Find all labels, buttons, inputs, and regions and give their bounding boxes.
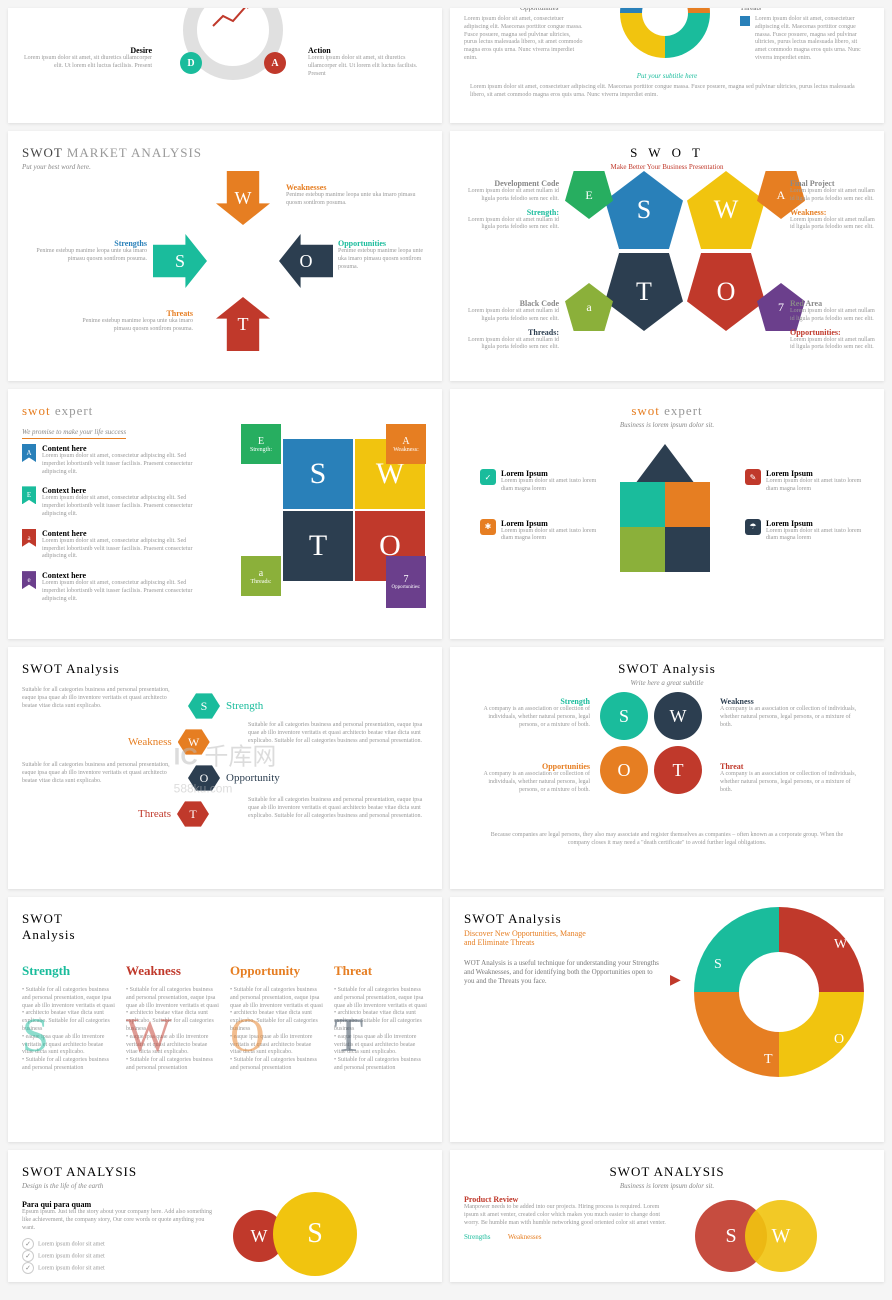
subtitle: Business is lorem ipsum dolor sit. — [464, 421, 870, 429]
title: SWOT ANALYSIS — [22, 1164, 428, 1180]
swot-columns: StrengthS WeaknessW OpportunityO ThreatT — [22, 963, 428, 979]
slide-grid: Desire Lorem ipsum dolor sit amet, sit d… — [8, 8, 884, 1282]
slide-hex: SWOT Analysis SStrength WeaknessW OOppor… — [8, 647, 442, 889]
swirl-chart: S W O T — [694, 907, 864, 1077]
w-arrow: W — [216, 171, 270, 225]
circle-grid: SW OT — [600, 692, 702, 794]
desire-label: Desire — [22, 46, 152, 55]
slide-venn-left: SWOT ANALYSIS Design is the life of the … — [8, 1150, 442, 1282]
opp-text: Lorem ipsum dolor sit amet, consectetuer… — [464, 16, 584, 63]
aida-ring: D A — [168, 8, 298, 123]
s-arrow: S — [153, 234, 207, 288]
slide-circles: SWOT Analysis Write here a great subtitl… — [450, 647, 884, 889]
desire-text: Lorem ipsum dolor sit amet, sit diuretic… — [22, 55, 152, 71]
title: SWOT ANALYSIS — [464, 1164, 870, 1180]
d-dot: D — [180, 52, 202, 74]
w-label: Weaknesses — [286, 183, 426, 192]
star-icon: ✱ — [480, 519, 496, 535]
title: SWOT MARKET ANALYSIS — [22, 145, 428, 161]
action-text: Lorem ipsum dolor sit amet, sit diuretic… — [308, 55, 428, 78]
slide-donut: Opportunities Threats Lorem ipsum dolor … — [450, 8, 884, 123]
slide-venn-right: SWOT ANALYSIS Business is lorem ipsum do… — [450, 1150, 884, 1282]
donut-chart — [620, 8, 710, 58]
item-e: EContext hereLorem ipsum dolor sit amet,… — [22, 486, 197, 518]
title: SWOT Analysis — [22, 661, 428, 677]
umbrella-icon: ☂ — [745, 519, 761, 535]
item-a: AContent hereLorem ipsum dolor sit amet,… — [22, 444, 197, 476]
subtitle: Make Better Your Business Presentation — [464, 163, 870, 171]
subtitle: Put your subtitle here — [450, 72, 884, 80]
a-dot: A — [264, 52, 286, 74]
subtitle: Design is the life of the earth — [22, 1182, 428, 1190]
title: SWOT Analysis — [464, 661, 870, 677]
slide-aida: Desire Lorem ipsum dolor sit amet, sit d… — [8, 8, 442, 123]
t-label: Threats — [68, 309, 193, 318]
slide-swirl: SWOT Analysis Discover New Opportunities… — [450, 897, 884, 1142]
title: S W O T — [464, 145, 870, 161]
check-icon: ✓ — [480, 469, 496, 485]
slide-swot-pentagons: S W O T Make Better Your Business Presen… — [450, 131, 884, 381]
thr-label: Threats — [740, 8, 761, 12]
o-label: Opportunities — [338, 239, 433, 248]
item-a2: aContent hereLorem ipsum dolor sit amet,… — [22, 529, 197, 561]
item-e2: eContext hereLorem ipsum dolor sit amet,… — [22, 571, 197, 603]
foot-text: Lorem ipsum dolor sit amet, consectetuer… — [470, 84, 864, 100]
title: SWOT Analysis — [22, 911, 428, 943]
para: WOT Analysis is a useful technique for u… — [464, 959, 664, 986]
o-arrow: O — [279, 234, 333, 288]
slide-expert-blocks: swot expert We promise to make your life… — [8, 389, 442, 639]
opp-label: Opportunities — [520, 8, 559, 12]
s-label: Strengths — [22, 239, 147, 248]
thr-text: Lorem ipsum dolor sit amet, consectetuer… — [755, 16, 865, 63]
subtitle: Business is lorem ipsum dolor sit. — [464, 1182, 870, 1190]
t-arrow: T — [216, 297, 270, 351]
title: swot expert — [22, 403, 428, 419]
slide-expert-puzzle: swot expert Business is lorem ipsum dolo… — [450, 389, 884, 639]
subtitle: We promise to make your life success — [22, 428, 126, 439]
subtitle: Put your best word here. — [22, 163, 428, 171]
subtitle: Write here a great subtitle — [464, 679, 870, 687]
edit-icon: ✎ — [745, 469, 761, 485]
action-label: Action — [308, 46, 428, 55]
footnote: Because companies are legal persons, the… — [490, 832, 844, 848]
slide-swot-arrows: SWOT MARKET ANALYSIS Put your best word … — [8, 131, 442, 381]
puzzle-arrow — [605, 444, 725, 574]
pentagon-grid: S W T O E A a 7 — [565, 171, 765, 371]
title: swot expert — [464, 403, 870, 419]
block-grid: S W T O EStrength: AWeakness: aThreads: … — [233, 424, 428, 624]
slide-columns: SWOT Analysis StrengthS WeaknessW Opport… — [8, 897, 442, 1142]
